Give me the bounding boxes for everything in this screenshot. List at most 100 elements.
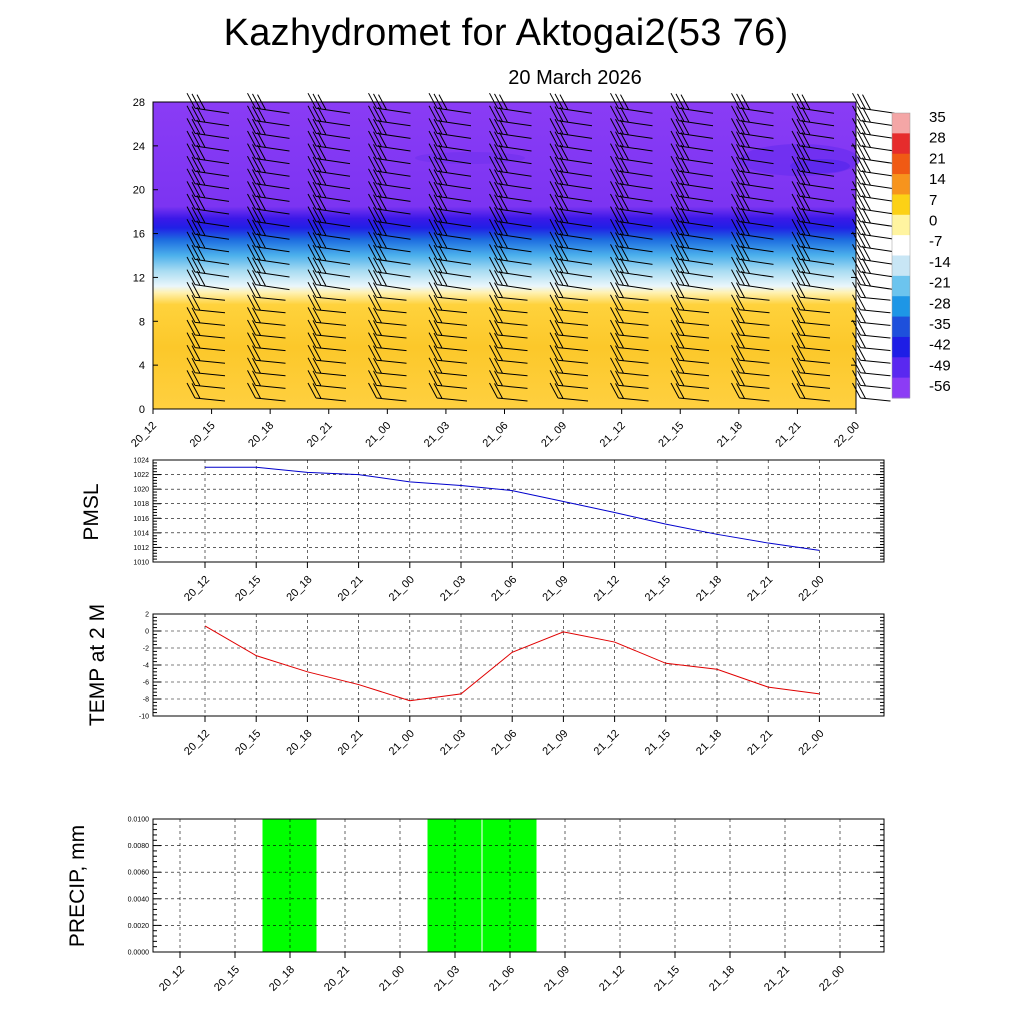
y-tick-label: 0.0100	[128, 817, 150, 824]
colorbar-label: 21	[929, 150, 946, 167]
y-axis-label: PMSL	[80, 483, 103, 540]
wind-barb	[610, 307, 649, 326]
colorbar-label: -56	[929, 378, 951, 395]
precip-bar	[262, 819, 317, 952]
y-tick-label: 1022	[133, 472, 149, 479]
wind-barb	[610, 193, 653, 215]
x-tick-label: 20_12	[129, 420, 159, 450]
wind-barb	[368, 370, 407, 389]
colorbar-label: -14	[929, 254, 951, 271]
wind-barb	[186, 344, 226, 364]
colorbar-band	[892, 194, 910, 216]
wind-barb	[489, 319, 528, 339]
wind-barb	[549, 193, 593, 215]
wind-barb	[549, 307, 589, 326]
x-tick-label: 21_03	[438, 728, 468, 758]
wind-barb	[428, 92, 472, 114]
wind-barb	[791, 130, 835, 152]
wind-barb	[428, 193, 472, 215]
wind-barb	[670, 319, 710, 339]
wind-barb	[428, 344, 468, 364]
y-tick-label: 1014	[133, 530, 149, 537]
x-tick-label: 22_00	[796, 728, 826, 758]
colorbar-band	[892, 296, 910, 318]
wind-barb	[489, 193, 532, 215]
x-tick-label: 20_21	[305, 420, 335, 450]
wind-barb	[852, 256, 895, 278]
wind-barb	[186, 118, 230, 139]
wind-barb	[247, 357, 286, 377]
wind-barb	[791, 332, 831, 352]
y-tick-label: 1020	[133, 487, 149, 494]
colorbar-label: 7	[929, 192, 937, 209]
wind-barb	[670, 168, 714, 190]
x-tick-label: 20_18	[267, 964, 297, 994]
wind-barb	[610, 118, 653, 139]
wind-barb	[489, 105, 532, 127]
wind-barb	[852, 155, 895, 177]
wind-barb	[247, 382, 286, 402]
wind-barb	[489, 281, 528, 301]
colorbar-label: -21	[929, 275, 951, 292]
wind-barb	[307, 143, 351, 165]
wind-barb	[610, 256, 653, 278]
wind-barb	[368, 231, 411, 253]
precip-bar	[427, 819, 482, 952]
wind-barb	[852, 218, 895, 240]
colorbar-band	[892, 133, 910, 155]
wind-barb	[247, 92, 290, 114]
wind-barb	[428, 130, 472, 152]
wind-barb	[670, 357, 710, 377]
wind-barb	[307, 181, 351, 202]
colorbar-band	[892, 336, 910, 358]
wind-barb	[731, 319, 770, 339]
colorbar-label: 0	[929, 213, 937, 230]
wind-barb	[489, 168, 532, 190]
wind-barb	[670, 206, 714, 228]
wind-barb	[610, 105, 653, 127]
wind-barb	[852, 118, 895, 139]
wind-barb	[731, 269, 774, 291]
y-tick-label: -4	[143, 663, 149, 670]
wind-barb	[307, 256, 351, 278]
colorbar-label: -42	[929, 337, 951, 354]
wind-barb	[791, 382, 831, 402]
wind-barb	[489, 118, 532, 139]
x-tick-label: 21_06	[489, 574, 519, 604]
wind-barb	[186, 92, 230, 114]
x-tick-label: 21_09	[540, 728, 570, 758]
wind-barb	[186, 269, 230, 291]
wind-barb	[489, 269, 532, 291]
x-tick-label: 21_21	[745, 728, 775, 758]
wind-barbs	[186, 92, 895, 402]
x-tick-label: 22_00	[817, 964, 847, 994]
wind-barb	[247, 193, 290, 215]
wind-barb	[307, 105, 351, 127]
wind-barb	[368, 294, 407, 314]
colorbar-label: 35	[929, 109, 946, 126]
x-tick-label: 21_00	[387, 728, 417, 758]
wind-barb	[852, 130, 895, 152]
wind-barb	[731, 218, 774, 240]
y-tick-label: 1024	[133, 458, 149, 465]
wind-barb	[549, 130, 593, 152]
y-tick-label: 1016	[133, 516, 149, 523]
wind-barb	[731, 307, 770, 326]
wind-barb	[186, 168, 230, 190]
wind-barb	[549, 332, 589, 352]
wind-barb	[670, 193, 714, 215]
y-tick-label: -8	[143, 697, 149, 704]
panel-frame	[152, 459, 885, 563]
wind-barb	[731, 344, 770, 364]
colorbar: 35 28 21 14 7 0 -7 -14 -21 -28 -35 -42 -49 -56	[891, 109, 951, 399]
wind-barb	[549, 294, 589, 314]
wind-barb	[670, 155, 714, 177]
wind-barb	[791, 155, 835, 177]
wind-barb	[731, 143, 774, 165]
wind-barb	[610, 92, 653, 114]
wind-barb	[186, 370, 226, 389]
wind-barb	[186, 231, 230, 253]
wind-barb	[610, 231, 653, 253]
wind-barb	[428, 294, 468, 314]
